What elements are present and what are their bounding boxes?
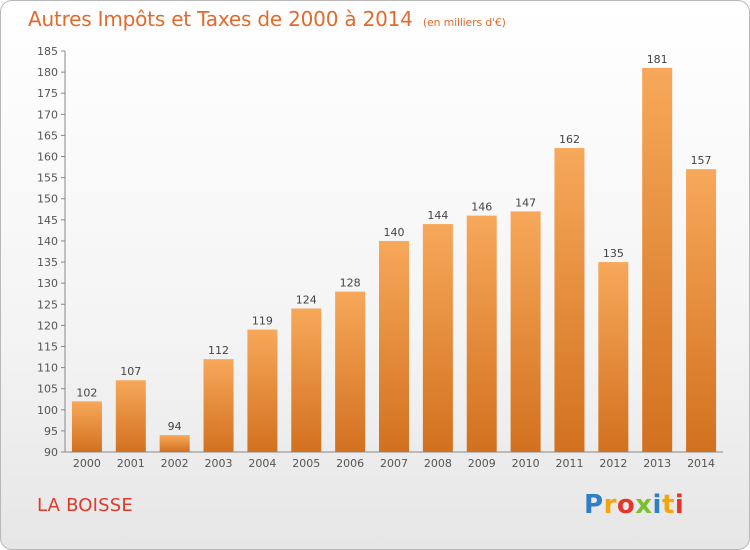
bar-2007 — [379, 240, 409, 452]
y-tick-label: 165 — [37, 129, 58, 142]
logo-letter: i — [674, 490, 685, 520]
bar-2008 — [422, 224, 453, 452]
proxiti-logo: Proxiti — [584, 490, 684, 520]
bar-2005 — [291, 308, 322, 452]
bar-value-label: 157 — [691, 154, 712, 167]
bar-2000 — [71, 401, 102, 452]
x-tick-label: 2007 — [380, 457, 408, 470]
bar-value-label: 102 — [76, 386, 97, 399]
bar-2003 — [203, 359, 234, 452]
chart-title-text: Autres Impôts et Taxes de 2000 à 2014 — [28, 7, 413, 31]
logo-letter: i — [652, 490, 662, 520]
logo-letter: P — [584, 490, 604, 520]
y-tick-label: 150 — [37, 193, 58, 206]
y-tick-label: 160 — [37, 151, 58, 164]
bar-2011 — [554, 148, 585, 452]
x-tick-label: 2006 — [336, 457, 364, 470]
bar-2002 — [159, 435, 190, 452]
y-tick-label: 105 — [37, 383, 58, 396]
y-tick-label: 110 — [37, 362, 58, 375]
chart-subtitle: (en milliers d'€) — [422, 16, 506, 29]
y-tick-label: 140 — [37, 235, 58, 248]
x-tick-label: 2012 — [599, 457, 627, 470]
bar-2006 — [335, 291, 366, 452]
y-tick-label: 125 — [37, 298, 58, 311]
x-tick-label: 2009 — [468, 457, 496, 470]
bar-value-label: 181 — [647, 53, 668, 66]
bar-value-label: 144 — [427, 209, 448, 222]
y-tick-label: 95 — [44, 425, 58, 438]
bar-value-label: 124 — [296, 293, 317, 306]
logo-letter: r — [603, 490, 617, 520]
bar-2010 — [510, 211, 541, 452]
y-tick-label: 180 — [37, 66, 58, 79]
bar-value-label: 112 — [208, 344, 229, 357]
y-tick-label: 100 — [37, 404, 58, 417]
x-tick-label: 2014 — [687, 457, 715, 470]
logo-letter: o — [616, 490, 636, 520]
chart-title: Autres Impôts et Taxes de 2000 à 2014 (e… — [28, 7, 506, 31]
bar-value-label: 146 — [471, 201, 492, 214]
bar-2009 — [466, 215, 497, 452]
y-tick-label: 115 — [37, 340, 58, 353]
y-tick-label: 185 — [37, 45, 58, 58]
x-tick-label: 2004 — [248, 457, 276, 470]
y-tick-label: 135 — [37, 256, 58, 269]
bar-2004 — [247, 329, 278, 452]
y-tick-label: 90 — [44, 446, 58, 459]
x-tick-label: 2005 — [292, 457, 320, 470]
bar-value-label: 135 — [603, 247, 624, 260]
x-tick-label: 2002 — [161, 457, 189, 470]
x-tick-label: 2008 — [424, 457, 452, 470]
bar-2001 — [115, 380, 146, 452]
bar-value-label: 147 — [515, 196, 536, 209]
bar-value-label: 162 — [559, 133, 580, 146]
x-tick-label: 2013 — [643, 457, 671, 470]
bar-2012 — [598, 262, 629, 452]
x-tick-label: 2010 — [512, 457, 540, 470]
y-tick-label: 130 — [37, 277, 58, 290]
y-tick-label: 155 — [37, 172, 58, 185]
x-tick-label: 2011 — [555, 457, 583, 470]
bar-value-label: 119 — [252, 315, 273, 328]
bar-value-label: 128 — [340, 277, 361, 290]
x-tick-label: 2000 — [73, 457, 101, 470]
y-tick-label: 170 — [37, 108, 58, 121]
commune-name: LA BOISSE — [37, 495, 134, 516]
bar-value-label: 94 — [168, 420, 182, 433]
y-tick-label: 175 — [37, 87, 58, 100]
bar-2014 — [686, 169, 717, 453]
x-tick-label: 2001 — [117, 457, 145, 470]
bar-value-label: 107 — [120, 365, 141, 378]
y-tick-label: 120 — [37, 319, 58, 332]
logo-letter: x — [635, 490, 653, 520]
logo-letter: t — [661, 490, 675, 520]
bar-2013 — [642, 67, 673, 452]
bar-value-label: 140 — [384, 226, 405, 239]
x-tick-label: 2003 — [205, 457, 233, 470]
y-tick-label: 145 — [37, 214, 58, 227]
